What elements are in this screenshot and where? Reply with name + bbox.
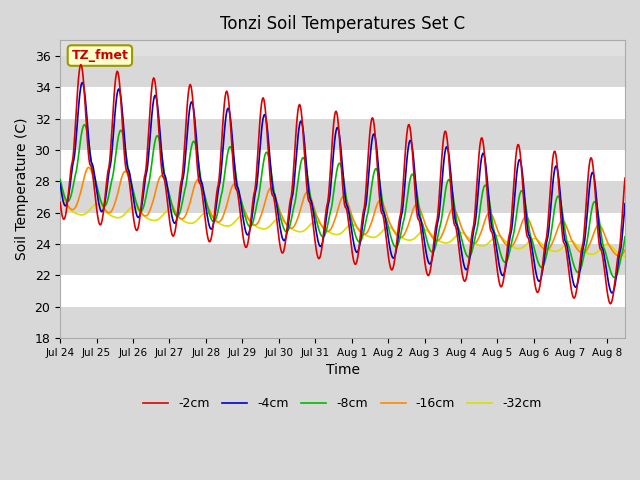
-4cm — [319, 237, 327, 242]
Bar — [60, 181, 625, 213]
-8cm — [621, 234, 629, 240]
-4cm — [608, 290, 616, 296]
-16cm — [85, 165, 93, 170]
-4cm — [462, 267, 470, 273]
Text: TZ_fmet: TZ_fmet — [72, 49, 129, 62]
-4cm — [56, 180, 64, 186]
-32cm — [319, 223, 326, 229]
Bar — [60, 150, 625, 181]
Title: Tonzi Soil Temperatures Set C: Tonzi Soil Temperatures Set C — [220, 15, 465, 33]
-2cm — [462, 276, 470, 282]
-32cm — [621, 253, 629, 259]
-32cm — [136, 208, 143, 214]
-32cm — [59, 199, 67, 204]
-16cm — [59, 191, 67, 196]
-32cm — [475, 242, 483, 248]
-2cm — [59, 214, 67, 219]
-16cm — [476, 232, 484, 238]
-2cm — [298, 115, 306, 120]
-16cm — [298, 201, 306, 207]
-4cm — [78, 80, 86, 85]
Line: -16cm: -16cm — [60, 168, 625, 256]
Line: -8cm: -8cm — [60, 125, 625, 277]
Line: -4cm: -4cm — [60, 83, 625, 293]
-32cm — [298, 229, 305, 235]
-2cm — [56, 200, 64, 205]
-2cm — [319, 234, 327, 240]
Bar — [60, 244, 625, 276]
Y-axis label: Soil Temperature (C): Soil Temperature (C) — [15, 118, 29, 261]
-8cm — [56, 177, 64, 182]
-2cm — [77, 62, 84, 68]
-8cm — [298, 156, 306, 162]
Line: -32cm: -32cm — [60, 201, 625, 256]
-32cm — [56, 198, 64, 204]
Bar — [60, 307, 625, 338]
-8cm — [81, 122, 88, 128]
-2cm — [476, 144, 484, 149]
Line: -2cm: -2cm — [60, 65, 625, 304]
-2cm — [607, 301, 614, 307]
-8cm — [611, 275, 618, 280]
-8cm — [319, 234, 327, 240]
Legend: -2cm, -4cm, -8cm, -16cm, -32cm: -2cm, -4cm, -8cm, -16cm, -32cm — [138, 392, 547, 415]
Bar — [60, 213, 625, 244]
-2cm — [136, 214, 144, 220]
-8cm — [136, 208, 144, 214]
Bar — [60, 87, 625, 119]
-4cm — [136, 212, 144, 217]
-16cm — [462, 234, 470, 240]
-16cm — [615, 253, 623, 259]
-32cm — [461, 232, 469, 238]
X-axis label: Time: Time — [326, 363, 360, 377]
-16cm — [621, 247, 629, 253]
-16cm — [56, 183, 64, 189]
-4cm — [59, 195, 67, 201]
-16cm — [136, 208, 144, 214]
Bar — [60, 276, 625, 307]
-8cm — [476, 208, 484, 214]
-2cm — [621, 175, 629, 181]
-4cm — [621, 201, 629, 206]
-4cm — [298, 120, 306, 126]
-8cm — [59, 186, 67, 192]
Bar — [60, 56, 625, 87]
-8cm — [462, 251, 470, 257]
-16cm — [319, 225, 327, 231]
Bar — [60, 119, 625, 150]
-4cm — [476, 169, 484, 175]
